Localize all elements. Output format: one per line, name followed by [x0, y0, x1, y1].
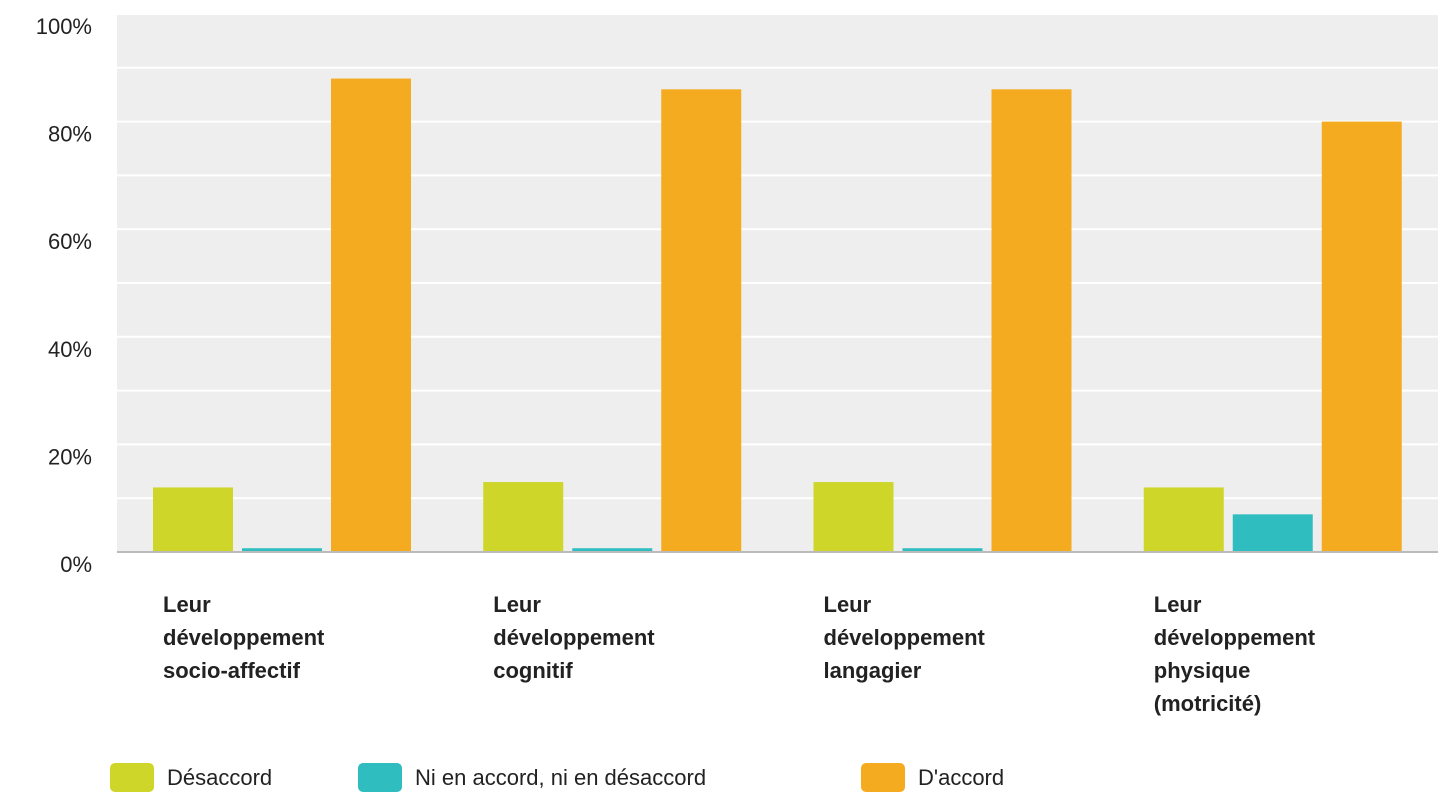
- bar-3-4: [1321, 121, 1402, 552]
- bars: [153, 78, 1402, 552]
- category-label-line: physique: [1154, 658, 1251, 683]
- legend-label: D'accord: [918, 765, 1004, 790]
- category-label-line: développement: [1154, 625, 1316, 650]
- category-label-line: Leur: [493, 592, 541, 617]
- category-label-line: développement: [493, 625, 655, 650]
- y-tick-label: 40%: [48, 337, 92, 362]
- legend-swatch: [861, 763, 905, 792]
- category-label-line: (motricité): [1154, 691, 1262, 716]
- category-label-line: Leur: [824, 592, 872, 617]
- y-tick-label: 100%: [36, 14, 92, 39]
- category-label-line: Leur: [163, 592, 211, 617]
- y-axis-ticks: 0% 20% 40% 60% 80% 100%: [36, 14, 92, 577]
- category-label-line: cognitif: [493, 658, 573, 683]
- bar-1-4: [1143, 487, 1224, 552]
- bar-3-1: [331, 78, 411, 552]
- category-label-line: Leur: [1154, 592, 1202, 617]
- category-label: Leur développement langagier: [824, 592, 986, 683]
- legend-swatch: [358, 763, 402, 792]
- category-label-line: développement: [163, 625, 325, 650]
- category-label-line: développement: [824, 625, 986, 650]
- bar-2-4: [1232, 514, 1313, 552]
- category-label: Leur développement cognitif: [493, 592, 655, 683]
- legend: Désaccord Ni en accord, ni en désaccord D'…: [110, 763, 1004, 792]
- bar-1-2: [483, 482, 564, 552]
- bar-1-1: [153, 487, 233, 552]
- category-label-line: socio-affectif: [163, 658, 301, 683]
- category-label-line: langagier: [824, 658, 922, 683]
- bar-2-2: [572, 548, 653, 552]
- category-label: Leur développement physique (motricité): [1154, 592, 1316, 716]
- bar-2-3: [902, 548, 983, 552]
- category-label: Leur développement socio-affectif: [163, 592, 325, 683]
- y-tick-label: 60%: [48, 229, 92, 254]
- bar-3-2: [661, 89, 742, 552]
- legend-label: Ni en accord, ni en désaccord: [415, 765, 706, 790]
- y-tick-label: 20%: [48, 444, 92, 469]
- y-tick-label: 80%: [48, 122, 92, 147]
- bar-3-3: [991, 89, 1072, 552]
- legend-swatch: [110, 763, 154, 792]
- bar-2-1: [242, 548, 322, 552]
- y-tick-label: 0%: [60, 552, 92, 577]
- category-labels: Leur développement socio-affectif Leur dével…: [163, 592, 1316, 716]
- legend-label: Désaccord: [167, 765, 272, 790]
- bar-1-3: [813, 482, 894, 552]
